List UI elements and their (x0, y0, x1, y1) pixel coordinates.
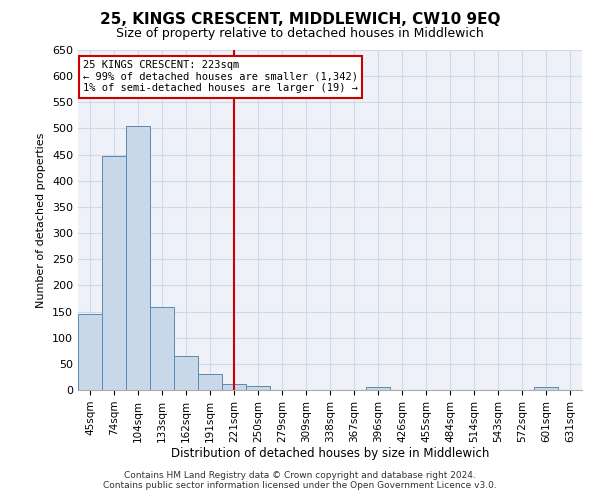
Bar (198, 374, 222, 390)
Bar (174, 356, 198, 390)
Bar (126, 126, 150, 390)
Bar (102, 156, 126, 390)
Bar (366, 388, 390, 390)
Bar (222, 384, 246, 390)
Text: Contains HM Land Registry data © Crown copyright and database right 2024.
Contai: Contains HM Land Registry data © Crown c… (103, 470, 497, 490)
Bar (246, 386, 270, 390)
Bar (150, 308, 174, 390)
Text: 25 KINGS CRESCENT: 223sqm
← 99% of detached houses are smaller (1,342)
1% of sem: 25 KINGS CRESCENT: 223sqm ← 99% of detac… (83, 60, 358, 94)
X-axis label: Distribution of detached houses by size in Middlewich: Distribution of detached houses by size … (171, 448, 489, 460)
Bar (78, 314, 102, 390)
Bar (534, 388, 558, 390)
Y-axis label: Number of detached properties: Number of detached properties (37, 132, 46, 308)
Text: Size of property relative to detached houses in Middlewich: Size of property relative to detached ho… (116, 28, 484, 40)
Text: 25, KINGS CRESCENT, MIDDLEWICH, CW10 9EQ: 25, KINGS CRESCENT, MIDDLEWICH, CW10 9EQ (100, 12, 500, 28)
